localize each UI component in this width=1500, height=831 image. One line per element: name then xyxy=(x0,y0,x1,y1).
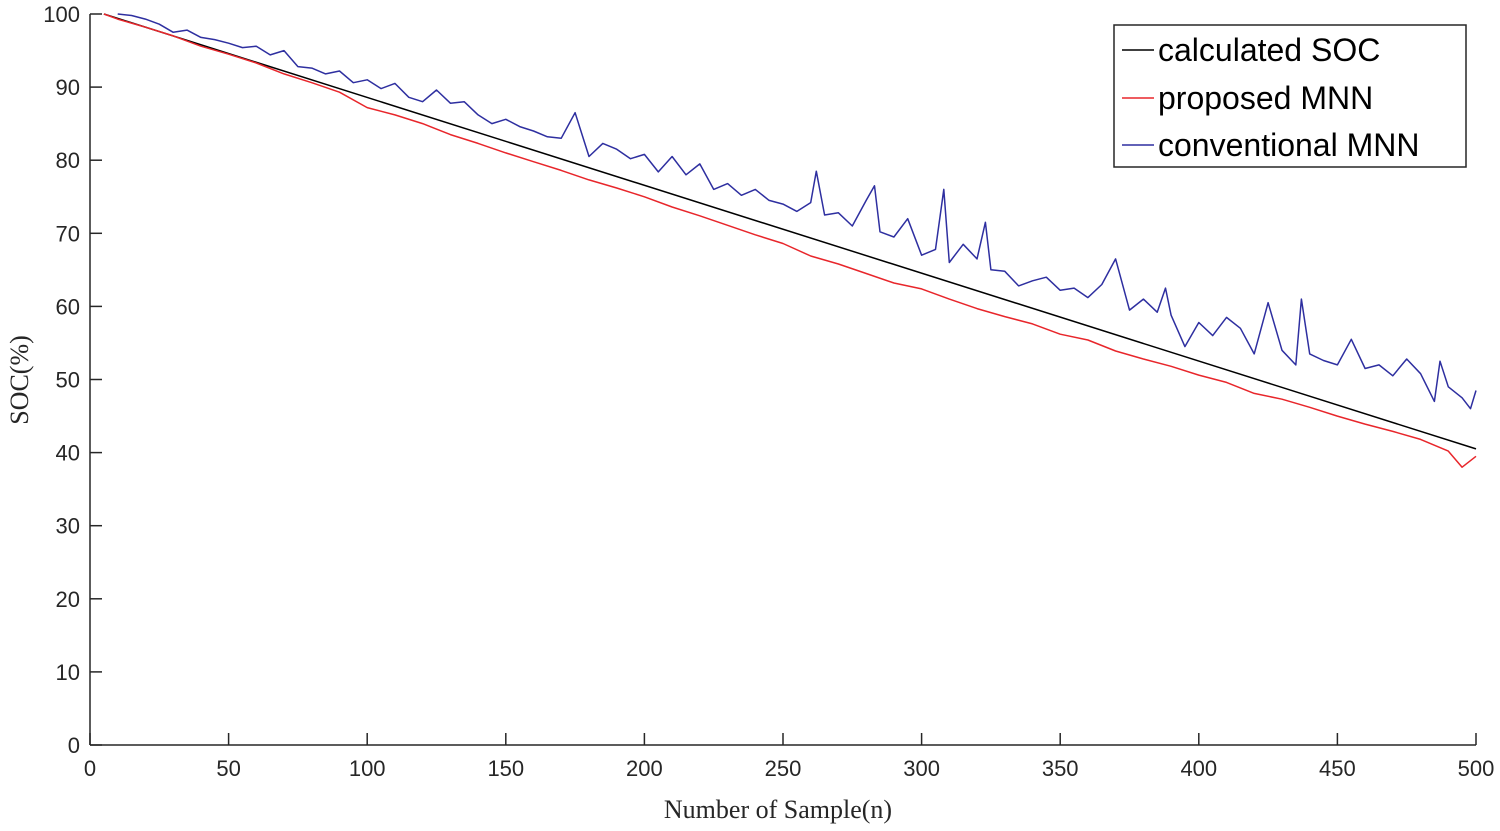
y-tick-label: 30 xyxy=(56,514,80,539)
series-line-calculated-soc xyxy=(103,13,1477,450)
x-axis-label: Number of Sample(n) xyxy=(664,795,892,824)
y-tick-label: 70 xyxy=(56,221,80,246)
x-tick-label: 250 xyxy=(765,756,802,781)
legend-label-proposed-mnn: proposed MNN xyxy=(1158,80,1373,116)
y-tick-label: 100 xyxy=(43,2,80,27)
legend-label-conventional-mnn: conventional MNN xyxy=(1158,127,1419,163)
y-tick-label: 90 xyxy=(56,75,80,100)
legend: calculated SOC proposed MNN conventional… xyxy=(1113,24,1467,168)
axes: 0 50 100 150 200 250 300 350 400 450 500 0 10 20 30 40 5… xyxy=(43,2,1494,781)
y-tick-label: 10 xyxy=(56,660,80,685)
y-tick-label: 20 xyxy=(56,587,80,612)
x-tick-label: 500 xyxy=(1458,756,1495,781)
y-axis-label: SOC(%) xyxy=(5,335,34,425)
y-tick-label: 80 xyxy=(56,148,80,173)
legend-label-calculated-soc: calculated SOC xyxy=(1158,32,1380,68)
x-tick-label: 300 xyxy=(903,756,940,781)
x-tick-label: 100 xyxy=(349,756,386,781)
x-tick-label: 200 xyxy=(626,756,663,781)
y-tick-label: 0 xyxy=(68,733,80,758)
x-tick-label: 450 xyxy=(1319,756,1356,781)
legend-box xyxy=(1113,24,1467,168)
y-tick-label: 60 xyxy=(56,294,80,319)
series-line-conventional-mnn xyxy=(117,13,1477,410)
plot-area xyxy=(103,13,1477,468)
y-tick-label: 40 xyxy=(56,441,80,466)
x-tick-label: 400 xyxy=(1180,756,1217,781)
x-tick-label: 0 xyxy=(84,756,96,781)
x-tick-label: 150 xyxy=(487,756,524,781)
series-line-proposed-mnn xyxy=(103,13,1477,468)
y-tick-label: 50 xyxy=(56,368,80,393)
x-tick-label: 50 xyxy=(216,756,240,781)
x-tick-label: 350 xyxy=(1042,756,1079,781)
